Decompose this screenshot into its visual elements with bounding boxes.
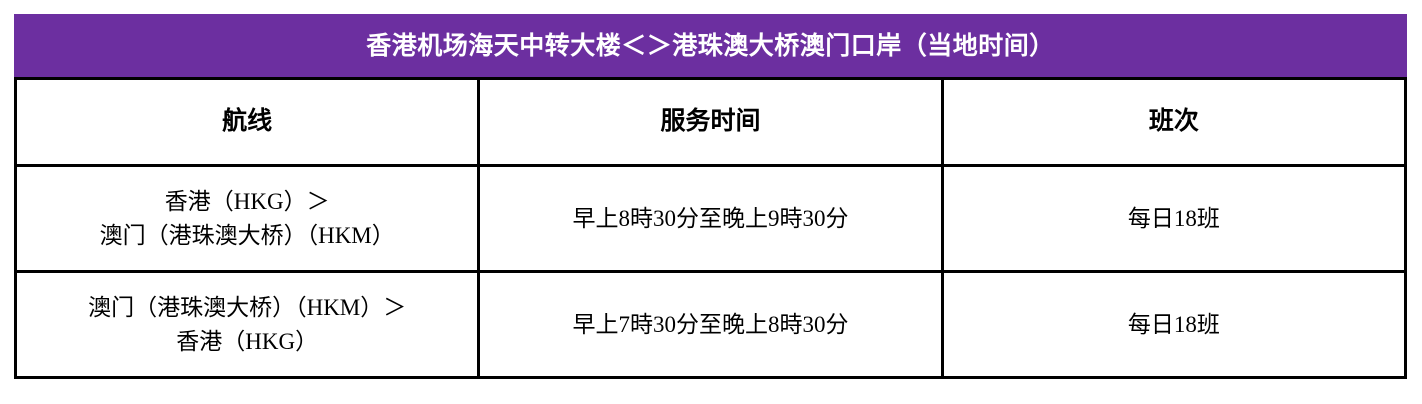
column-header-route: 航线 — [13, 77, 481, 167]
cell-frequency: 每日18班 — [940, 270, 1408, 379]
cell-route: 香港（HKG）＞ 澳门（港珠澳大桥）（HKM） — [13, 164, 481, 273]
column-header-frequency-label: 班次 — [1148, 108, 1199, 135]
column-header-hours: 服务时间 — [477, 77, 944, 167]
table-row: 澳门（港珠澳大桥）（HKM）＞ 香港（HKG） 早上7時30分至晚上8時30分 … — [13, 270, 1408, 379]
frequency-text: 每日18班 — [1127, 205, 1220, 231]
cell-route: 澳门（港珠澳大桥）（HKM）＞ 香港（HKG） — [13, 270, 481, 379]
column-header-route-label: 航线 — [222, 108, 273, 135]
route-text: 澳门（港珠澳大桥）（HKM）＞ 香港（HKG） — [88, 295, 407, 354]
column-header-frequency: 班次 — [940, 77, 1408, 167]
table-banner-cell: 香港机场海天中转大楼＜＞港珠澳大桥澳门口岸（当地时间） — [14, 14, 1407, 80]
table-row: 香港（HKG）＞ 澳门（港珠澳大桥）（HKM） 早上8時30分至晚上9時30分 … — [13, 164, 1408, 273]
hours-text: 早上7時30分至晚上8時30分 — [572, 311, 849, 337]
column-header-hours-label: 服务时间 — [660, 108, 761, 135]
route-text: 香港（HKG）＞ 澳门（港珠澳大桥）（HKM） — [99, 189, 395, 248]
table-banner-row: 香港机场海天中转大楼＜＞港珠澳大桥澳门口岸（当地时间） — [14, 14, 1407, 80]
hours-text: 早上8時30分至晚上9時30分 — [572, 205, 849, 231]
cell-hours: 早上7時30分至晚上8時30分 — [477, 270, 944, 379]
table-title: 香港机场海天中转大楼＜＞港珠澳大桥澳门口岸（当地时间） — [366, 33, 1055, 61]
cell-hours: 早上8時30分至晚上9時30分 — [477, 164, 944, 273]
table-header-row: 航线 服务时间 班次 — [13, 77, 1408, 167]
ferry-schedule-table: 香港机场海天中转大楼＜＞港珠澳大桥澳门口岸（当地时间） 航线 服务时间 班次 香… — [13, 14, 1408, 379]
frequency-text: 每日18班 — [1127, 311, 1220, 337]
cell-frequency: 每日18班 — [940, 164, 1408, 273]
